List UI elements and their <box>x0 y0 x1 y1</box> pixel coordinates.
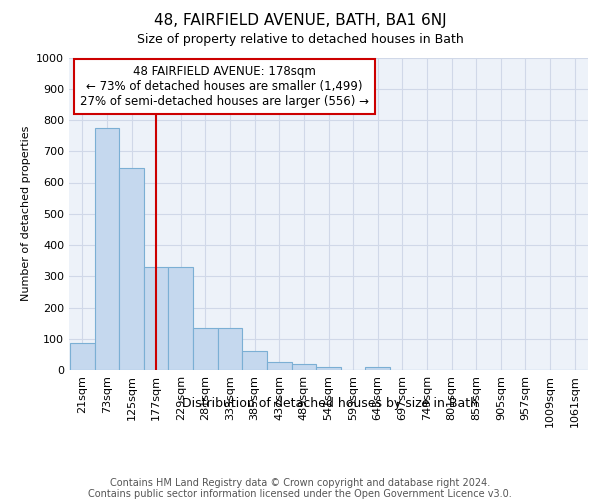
Bar <box>292 364 316 370</box>
Bar <box>242 351 267 370</box>
Bar <box>144 267 169 370</box>
Bar <box>70 344 95 370</box>
Text: 48 FAIRFIELD AVENUE: 178sqm
← 73% of detached houses are smaller (1,499)
27% of : 48 FAIRFIELD AVENUE: 178sqm ← 73% of det… <box>80 66 369 108</box>
Bar <box>119 168 144 370</box>
Bar <box>193 328 218 370</box>
Bar <box>169 267 193 370</box>
Bar <box>95 128 119 370</box>
Bar <box>267 362 292 370</box>
Bar <box>365 367 390 370</box>
Text: Contains HM Land Registry data © Crown copyright and database right 2024.
Contai: Contains HM Land Registry data © Crown c… <box>88 478 512 499</box>
Y-axis label: Number of detached properties: Number of detached properties <box>20 126 31 302</box>
Bar <box>218 328 242 370</box>
Bar <box>316 367 341 370</box>
Text: 48, FAIRFIELD AVENUE, BATH, BA1 6NJ: 48, FAIRFIELD AVENUE, BATH, BA1 6NJ <box>154 12 446 28</box>
Text: Size of property relative to detached houses in Bath: Size of property relative to detached ho… <box>137 32 463 46</box>
Text: Distribution of detached houses by size in Bath: Distribution of detached houses by size … <box>182 398 478 410</box>
